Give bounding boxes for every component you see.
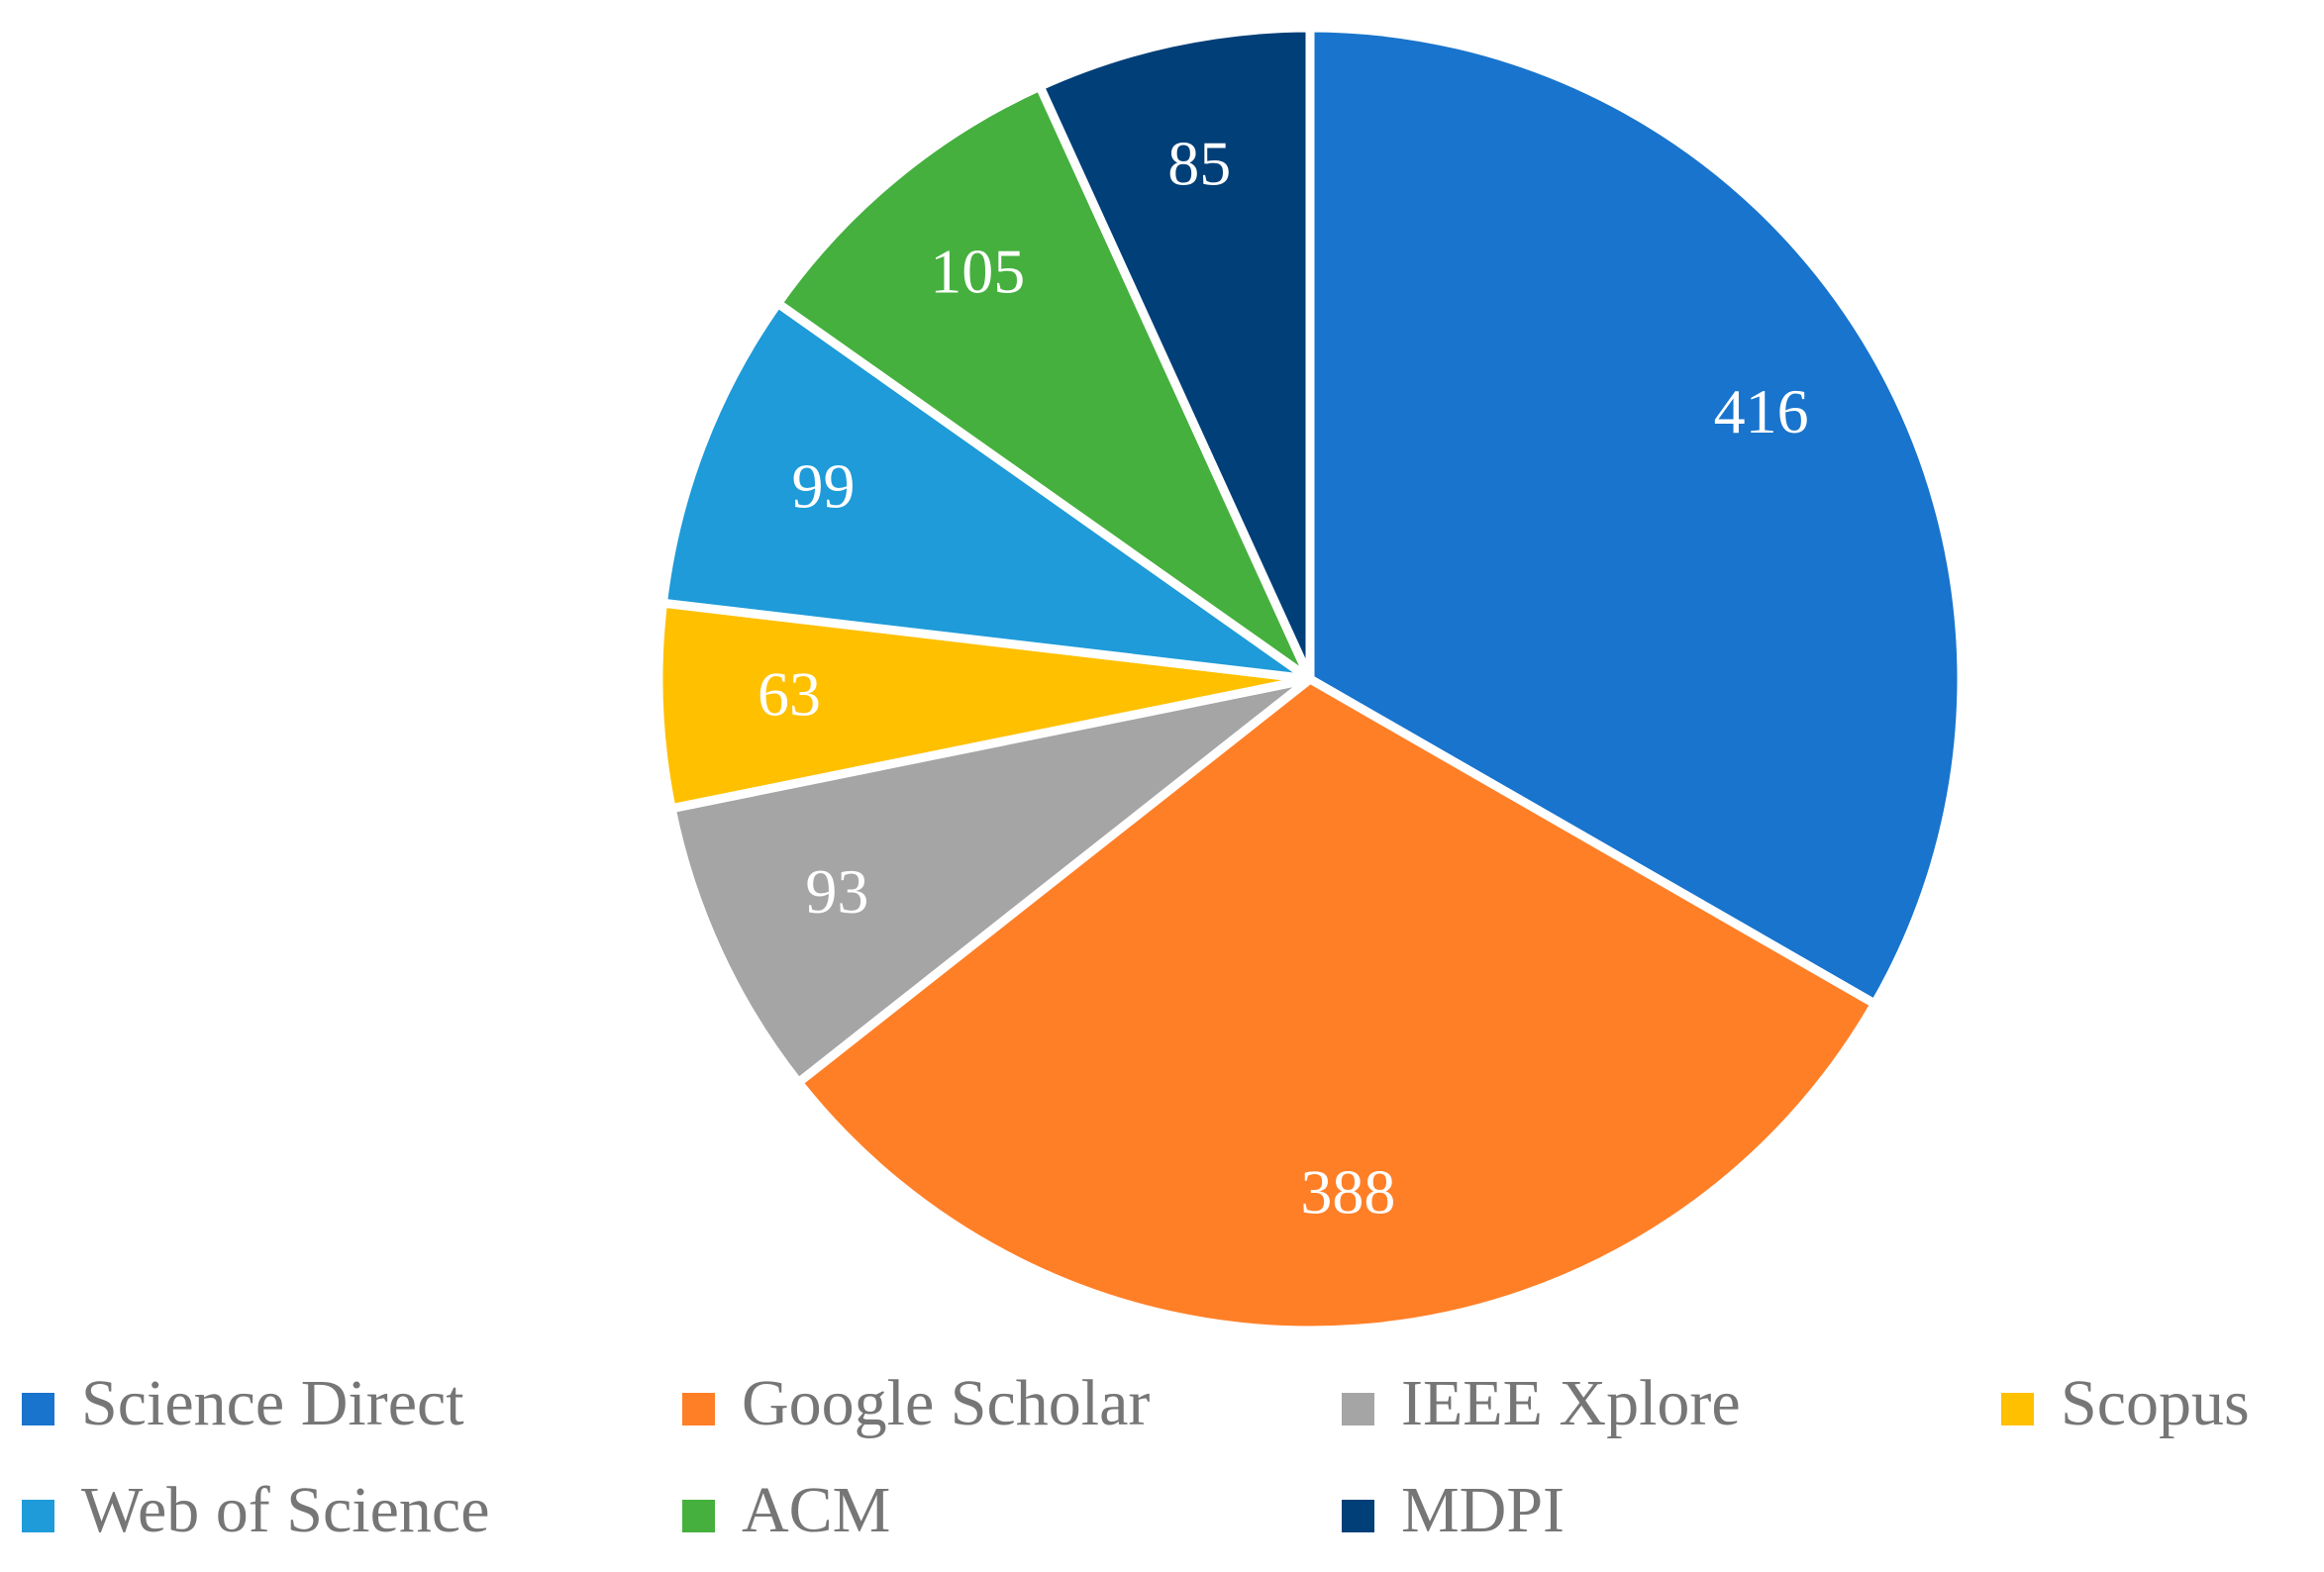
legend-label: IEEE Xplore: [1401, 1367, 1741, 1439]
legend-swatch: [2001, 1393, 2034, 1425]
pie-slice: [657, 298, 1315, 684]
pie-slice: [1035, 23, 1315, 684]
data-label: 85: [1167, 128, 1231, 198]
legend-label: Google Scholar: [742, 1367, 1150, 1439]
legend-swatch: [22, 1393, 54, 1425]
legend-swatch: [1342, 1393, 1374, 1425]
legend-swatch: [682, 1500, 715, 1532]
legend-label: ACM: [742, 1474, 890, 1546]
legend-label: Web of Science: [81, 1474, 490, 1546]
legend-swatch: [22, 1500, 54, 1532]
data-label: 105: [930, 236, 1025, 306]
pie-slice: [793, 674, 1879, 1335]
pie-slice: [654, 598, 1315, 814]
legend-swatch: [1342, 1500, 1374, 1532]
legend-label: MDPI: [1401, 1474, 1565, 1546]
legend-label: Scopus: [2061, 1367, 2250, 1439]
pie-slice: [1305, 23, 1967, 1009]
data-label: 416: [1714, 376, 1809, 446]
pie-slice: [773, 81, 1315, 684]
data-label: 93: [805, 856, 868, 927]
legend-swatch: [682, 1393, 715, 1425]
data-label: 99: [791, 450, 855, 521]
data-label: 388: [1300, 1157, 1395, 1228]
legend-label: Science Direct: [81, 1367, 464, 1439]
data-label: 63: [758, 659, 821, 730]
